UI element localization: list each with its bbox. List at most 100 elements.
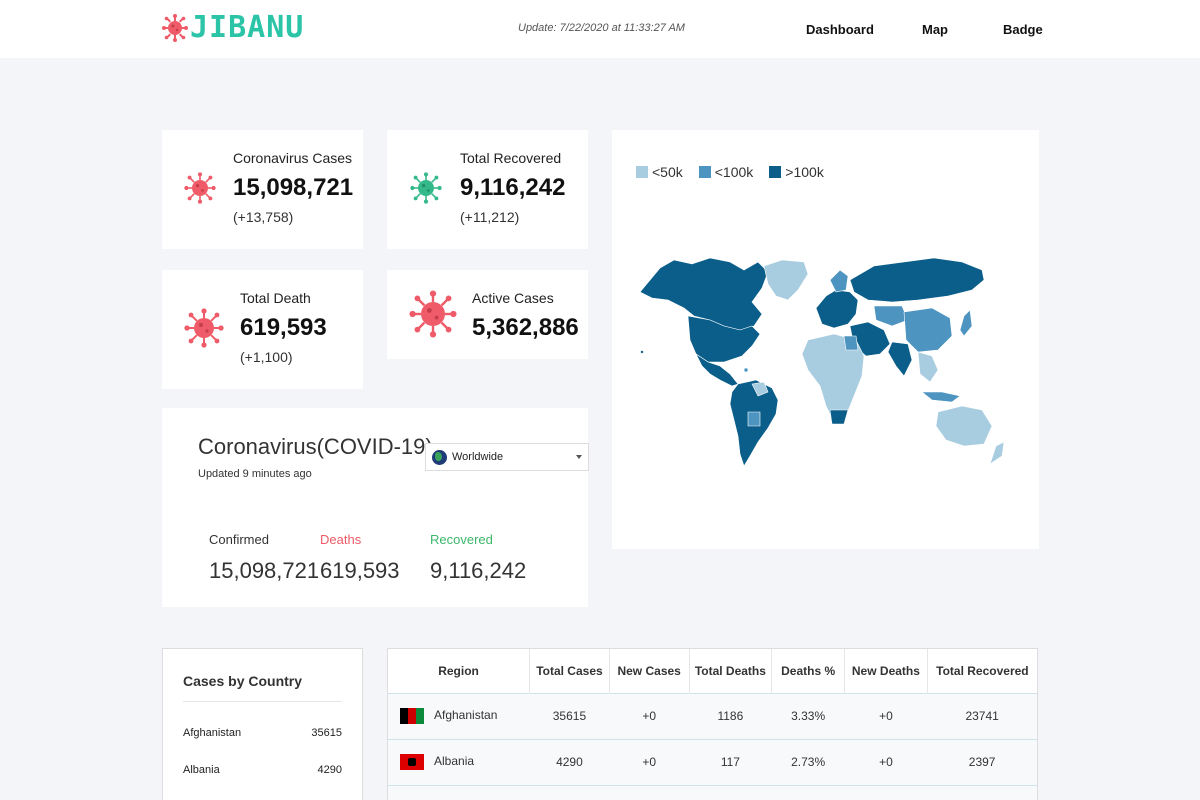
top-header: JIBANU Update: 7/22/2020 at 11:33:27 AM … [0, 0, 1200, 58]
legend-swatch [636, 166, 648, 178]
map-region-venezuela [751, 381, 769, 397]
stat-value: 619,593 [240, 314, 327, 341]
virus-red-icon [184, 308, 224, 348]
covid-summary-card: Coronavirus(COVID-19) Updated 9 minutes … [162, 408, 589, 607]
nav-dashboard[interactable]: Dashboard [806, 22, 874, 37]
map-region-south-africa [829, 409, 849, 425]
stat-value: 5,362,886 [472, 314, 579, 341]
map-region-north-america [639, 257, 769, 331]
update-timestamp: Update: 7/22/2020 at 11:33:27 AM [518, 22, 685, 34]
stat-delta: (+11,212) [460, 209, 520, 225]
region-select-value: Worldwide [452, 451, 504, 463]
recovered-label: Recovered [430, 532, 493, 547]
stat-title: Coronavirus Cases [233, 150, 353, 166]
virus-red-icon [409, 290, 457, 338]
map-region-japan [959, 309, 973, 337]
legend-label: >100k [785, 164, 824, 180]
cell-deaths-pct: 3.33% [771, 692, 845, 739]
stat-card-active: Active Cases 5,362,886 [387, 270, 588, 359]
stat-title: Total Recovered [460, 150, 562, 166]
cell-total-deaths: 117 [689, 738, 772, 785]
map-region-indonesia [921, 391, 961, 403]
map-region-australia [935, 405, 993, 447]
globe-icon [432, 449, 447, 465]
map-region-greenland [763, 259, 809, 301]
cell-new-cases: +0 [609, 692, 690, 739]
th-deaths-pct[interactable]: Deaths % [771, 649, 846, 693]
nav-map[interactable]: Map [922, 22, 948, 37]
stat-value: 15,098,721 [233, 174, 354, 201]
region-name: Albania [434, 754, 475, 769]
stat-card-death: Total Death 619,593 (+1,100) [162, 270, 363, 389]
map-region-caribbean [743, 367, 749, 373]
region-cell: Afghanistan [388, 692, 530, 739]
country-name[interactable]: Albania [183, 764, 220, 776]
th-total-deaths[interactable]: Total Deaths [689, 649, 773, 693]
cell-new-deaths: +0 [844, 692, 928, 739]
map-region-russia [849, 257, 985, 303]
summary-updated: Updated 9 minutes ago [198, 468, 312, 480]
cases-by-country-title: Cases by Country [183, 673, 303, 689]
stat-delta: (+1,100) [240, 349, 293, 365]
map-legend: <50k <100k >100k [636, 164, 824, 180]
stat-value: 9,116,242 [460, 174, 566, 201]
recovered-value: 9,116,242 [430, 558, 527, 583]
cell-total-deaths: 1186 [689, 692, 772, 739]
cell-total-recovered: 23741 [927, 692, 1037, 739]
confirmed-value: 15,098,721 [209, 558, 320, 583]
legend-label: <100k [714, 164, 754, 180]
logo[interactable]: JIBANU [162, 13, 304, 43]
country-cases: 35615 [311, 727, 342, 739]
th-region[interactable]: Region [388, 649, 531, 693]
cases-by-country-card: Cases by Country Afghanistan 35615 Alban… [162, 648, 363, 800]
th-new-deaths[interactable]: New Deaths [844, 649, 928, 693]
albania-flag-icon [400, 754, 424, 770]
table-row[interactable]: Albania 4290 +0 117 2.73% +0 2397 [388, 738, 1037, 785]
logo-text: JIBANU [190, 10, 305, 45]
stat-title: Active Cases [472, 290, 554, 306]
map-region-mexico [695, 353, 739, 387]
virus-logo-icon [162, 14, 188, 42]
country-name[interactable]: Afghanistan [183, 727, 242, 739]
divider [183, 701, 342, 702]
th-total-cases[interactable]: Total Cases [529, 649, 610, 693]
legend-item-high: >100k [769, 164, 824, 180]
stat-delta: (+13,758) [233, 209, 294, 225]
table-row[interactable] [388, 784, 1037, 800]
cell-total-recovered: 2397 [927, 738, 1037, 785]
map-region-southeast-asia [917, 351, 939, 383]
cell-total-cases: 4290 [529, 738, 610, 785]
region-cell: Albania [388, 738, 530, 785]
legend-swatch [769, 166, 782, 178]
legend-item-mid: <100k [698, 164, 754, 180]
world-map[interactable] [612, 130, 1039, 549]
cell-new-deaths: +0 [844, 738, 928, 785]
map-region-hawaii [640, 350, 644, 354]
legend-label: <50k [652, 164, 683, 180]
cell-total-cases: 35615 [529, 692, 610, 739]
deaths-label: Deaths [320, 532, 362, 547]
cell-new-cases: +0 [609, 738, 690, 785]
country-table: Region Total Cases New Cases Total Death… [388, 649, 1037, 800]
map-region-bolivia [747, 411, 761, 427]
map-region-egypt [843, 335, 859, 351]
stat-title: Total Death [240, 290, 311, 306]
th-new-cases[interactable]: New Cases [609, 649, 690, 693]
stat-card-cases: Coronavirus Cases 15,098,721 (+13,758) [162, 130, 363, 249]
table-row-partial [388, 784, 1037, 800]
confirmed-label: Confirmed [209, 532, 269, 547]
region-select[interactable]: Worldwide [425, 443, 589, 471]
legend-swatch [698, 166, 711, 178]
table-row[interactable]: Afghanistan 35615 +0 1186 3.33% +0 23741 [388, 692, 1037, 739]
region-name: Afghanistan [434, 708, 498, 723]
country-cases: 4290 [317, 764, 342, 776]
table-header-row: Region Total Cases New Cases Total Death… [388, 649, 1037, 693]
cell-deaths-pct: 2.73% [771, 738, 845, 785]
world-map-card: <50k <100k >100k [612, 130, 1039, 549]
country-table-card: Region Total Cases New Cases Total Death… [387, 648, 1038, 800]
legend-item-low: <50k [636, 164, 683, 180]
map-region-new-zealand [989, 441, 1005, 465]
nav-badge[interactable]: Badge [1003, 22, 1043, 37]
map-region-scandinavia [829, 269, 849, 293]
th-total-recovered[interactable]: Total Recovered [927, 649, 1037, 693]
